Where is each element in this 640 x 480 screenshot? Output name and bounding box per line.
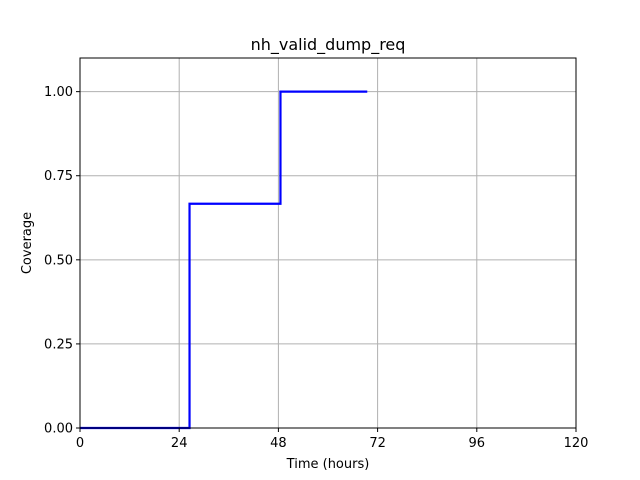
x-tick-label: 24 bbox=[171, 436, 188, 451]
plot-frame bbox=[79, 57, 577, 429]
x-tick-label: 72 bbox=[369, 436, 386, 451]
y-axis-label: Coverage bbox=[20, 212, 35, 274]
x-tick-label: 120 bbox=[564, 436, 589, 451]
y-tick-label: 0.50 bbox=[44, 253, 73, 268]
chart-title: nh_valid_dump_req bbox=[251, 35, 406, 55]
x-tick-label: 0 bbox=[76, 436, 84, 451]
y-tick-label: 0.75 bbox=[44, 169, 73, 184]
y-tick-label: 1.00 bbox=[44, 85, 73, 100]
x-tick-label: 48 bbox=[270, 436, 287, 451]
x-tick-label: 96 bbox=[469, 436, 486, 451]
x-axis-label: Time (hours) bbox=[286, 457, 370, 472]
y-tick-label: 0.25 bbox=[44, 337, 73, 352]
y-tick-label: 0.00 bbox=[44, 422, 73, 437]
ticks: 0 24 48 72 96 120 0.00 0.25 0.50 0.75 1.00 bbox=[44, 85, 588, 451]
